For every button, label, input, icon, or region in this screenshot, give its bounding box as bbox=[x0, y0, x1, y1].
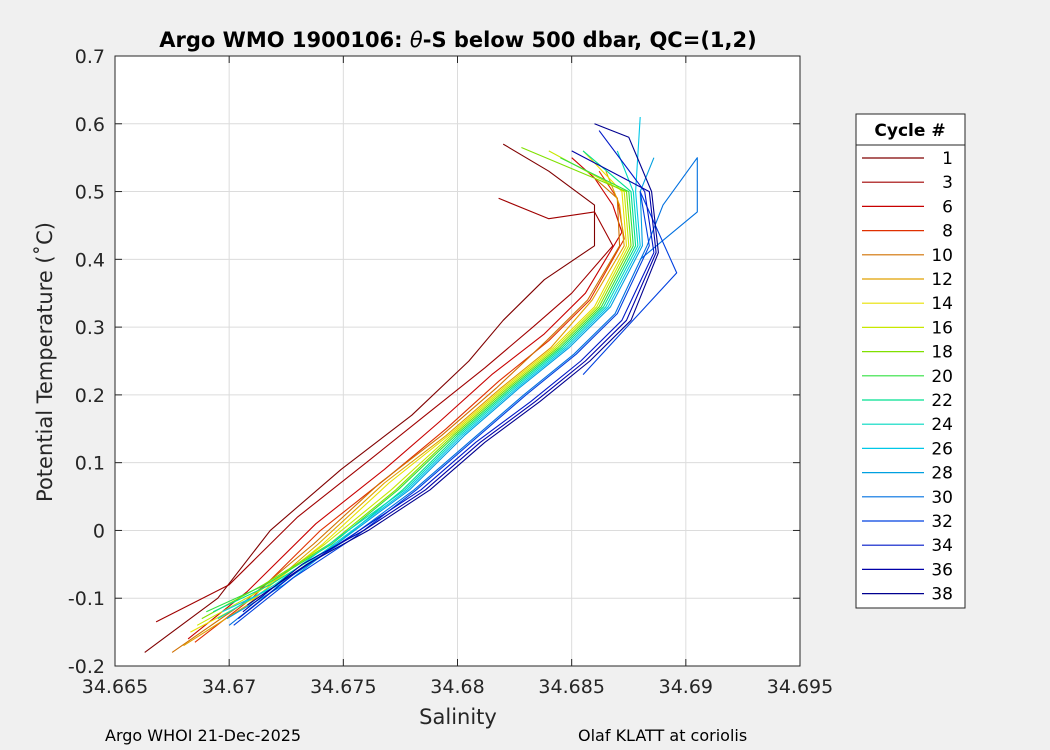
series-line-cycle-3 bbox=[155, 197, 614, 623]
series-line-cycle-1 bbox=[144, 143, 596, 653]
legend: Cycle # 13681012141618202224262830323436… bbox=[855, 113, 966, 609]
y-tick-label: 0.4 bbox=[75, 249, 105, 271]
legend-label-cycle-32: 32 bbox=[931, 512, 953, 532]
legend-label-cycle-26: 26 bbox=[931, 439, 953, 459]
legend-label-cycle-18: 18 bbox=[931, 343, 953, 363]
legend-label-cycle-8: 8 bbox=[942, 222, 953, 242]
legend-label-cycle-34: 34 bbox=[931, 536, 953, 556]
series-line-cycle-38 bbox=[247, 123, 659, 606]
x-tick-label: 34.68 bbox=[430, 676, 484, 698]
footer-right: Olaf KLATT at coriolis bbox=[578, 726, 747, 745]
y-tick-label: 0.2 bbox=[75, 385, 105, 407]
series-line-cycle-20 bbox=[206, 157, 634, 613]
x-tick-label: 34.675 bbox=[310, 676, 376, 698]
series-line-cycle-18 bbox=[201, 146, 632, 620]
series-layer bbox=[144, 116, 698, 653]
legend-label-cycle-14: 14 bbox=[931, 294, 953, 314]
y-axis-label: Potential Temperature (˚C) bbox=[33, 222, 57, 502]
legend-label-cycle-3: 3 bbox=[942, 173, 953, 193]
x-tick-label: 34.69 bbox=[659, 676, 713, 698]
x-tick-label: 34.67 bbox=[202, 676, 256, 698]
y-tick-label: 0 bbox=[93, 520, 105, 542]
series-line-cycle-6 bbox=[187, 157, 623, 640]
x-tick-label: 34.665 bbox=[82, 676, 148, 698]
y-tick-label: 0.3 bbox=[75, 317, 105, 339]
legend-label-cycle-20: 20 bbox=[931, 367, 953, 387]
legend-label-cycle-12: 12 bbox=[931, 270, 953, 290]
series-line-cycle-36 bbox=[242, 150, 657, 613]
ticks bbox=[114, 55, 801, 667]
y-tick-label: 0.6 bbox=[75, 114, 105, 136]
y-tick-label: 0.5 bbox=[75, 182, 105, 204]
series-line-cycle-24 bbox=[217, 150, 639, 620]
footer-left: Argo WHOI 21-Dec-2025 bbox=[105, 726, 301, 745]
legend-label-cycle-36: 36 bbox=[931, 560, 953, 580]
series-line-cycle-10 bbox=[171, 177, 621, 653]
x-tick-label: 34.695 bbox=[767, 676, 833, 698]
legend-box bbox=[855, 113, 966, 609]
legend-label-cycle-28: 28 bbox=[931, 464, 953, 484]
series-line-cycle-30 bbox=[228, 157, 698, 626]
y-tick-label: 0.1 bbox=[75, 453, 105, 475]
tick-labels: 34.665 34.67 34.675 34.68 34.685 34.69 34.695 -… bbox=[68, 46, 833, 698]
legend-label-cycle-24: 24 bbox=[931, 415, 953, 435]
legend-label-cycle-6: 6 bbox=[942, 197, 953, 217]
legend-label-cycle-1: 1 bbox=[942, 149, 953, 169]
legend-label-cycle-16: 16 bbox=[931, 318, 953, 338]
y-tick-label: -0.2 bbox=[68, 656, 105, 678]
legend-label-cycle-22: 22 bbox=[931, 391, 953, 411]
legend-label-cycle-38: 38 bbox=[931, 585, 953, 605]
x-tick-label: 34.685 bbox=[538, 676, 604, 698]
legend-title: Cycle # bbox=[874, 121, 945, 141]
chart-title: Argo WMO 1900106: θ-S below 500 dbar, QC… bbox=[159, 28, 756, 52]
y-tick-label: -0.1 bbox=[68, 588, 105, 610]
legend-label-cycle-10: 10 bbox=[931, 246, 953, 266]
series-line-cycle-12 bbox=[183, 170, 625, 647]
y-tick-label: 0.7 bbox=[75, 46, 105, 68]
legend-label-cycle-30: 30 bbox=[931, 488, 953, 508]
x-axis-label: Salinity bbox=[419, 705, 497, 729]
